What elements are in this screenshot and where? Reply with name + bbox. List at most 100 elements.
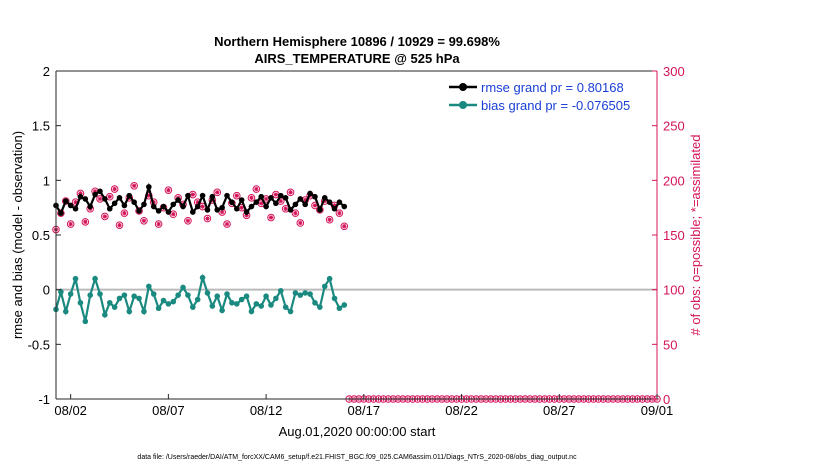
obs-assimilated-marker: [342, 224, 347, 229]
bias-point: [282, 304, 289, 310]
y2-tick-label: 0: [663, 392, 670, 407]
obs-assimilated-marker: [102, 214, 108, 219]
obs-assimilated-marker: [83, 219, 88, 225]
rmse-point: [214, 207, 221, 213]
bias-point: [297, 292, 304, 298]
bias-point: [67, 291, 74, 297]
bias-point: [253, 301, 260, 307]
y-axis-label: rmse and bias (model - observation): [10, 131, 25, 339]
obs-assimilated-marker: [73, 200, 78, 205]
legend-bias-marker: [459, 101, 467, 109]
y2-tick-label: 200: [663, 173, 685, 188]
bias-point: [131, 293, 137, 300]
rmse-point: [238, 197, 245, 203]
bias-point: [62, 308, 69, 315]
rmse-point: [126, 192, 133, 199]
rmse-point: [233, 205, 240, 212]
obs-possible-marker: [164, 186, 173, 194]
plot-background: [56, 71, 657, 399]
bias-point: [307, 291, 313, 297]
legend-rmse-label: rmse grand pr = 0.80168: [481, 80, 624, 95]
bias-point: [126, 308, 133, 315]
rmse-point: [185, 192, 191, 199]
rmse-point: [273, 200, 279, 207]
obs-assimilated-marker: [283, 206, 288, 211]
obs-possible-marker: [340, 222, 349, 231]
rmse-point: [248, 203, 255, 210]
obs-assimilated-marker: [332, 203, 337, 208]
rmse-point: [180, 203, 186, 210]
rmse-point: [150, 203, 157, 210]
obs-assimilated-marker: [210, 197, 215, 203]
rmse-point: [97, 188, 103, 195]
obs-possible-marker: [286, 188, 295, 197]
rmse-point: [331, 205, 338, 212]
y-tick-label: -1: [38, 392, 50, 407]
rmse-point: [297, 196, 304, 202]
y2-tick-label: 150: [663, 228, 685, 243]
rmse-point: [302, 201, 308, 208]
bias-point: [321, 283, 328, 290]
plot-area: [56, 71, 657, 399]
y-tick-label: 1: [43, 173, 50, 188]
obs-assimilated-marker: [205, 216, 210, 221]
obs-possible-marker: [247, 194, 256, 202]
rmse-point: [243, 209, 250, 215]
y2-tick-label: 300: [663, 64, 685, 79]
bias-point: [199, 274, 206, 281]
bias-point: [302, 290, 308, 296]
obs-assimilated-marker: [78, 191, 83, 196]
bias-point: [170, 298, 177, 305]
bias-point: [287, 308, 294, 315]
bias-point: [317, 304, 323, 310]
obs-possible-marker: [203, 214, 212, 223]
y-tick-label: 0: [43, 283, 50, 298]
rmse-point: [307, 190, 313, 197]
bias-point: [72, 275, 79, 282]
bias-point: [185, 292, 191, 298]
rmse-point: [116, 195, 123, 201]
bias-point: [214, 293, 221, 300]
obs-possible-marker: [130, 182, 138, 190]
obs-assimilated-marker: [312, 203, 318, 208]
rmse-point: [62, 198, 69, 204]
obs-assimilated-marker: [244, 213, 249, 218]
bias-point: [141, 308, 147, 315]
obs-assimilated-marker: [263, 196, 269, 202]
obs-possible-marker: [267, 213, 275, 222]
bias-point: [233, 301, 240, 307]
obs-assimilated-marker: [112, 186, 117, 192]
obs-assimilated-marker: [156, 221, 161, 227]
y-tick-label: 2: [43, 64, 50, 79]
obs-assimilated-marker: [327, 217, 332, 222]
bias-point: [165, 301, 172, 307]
rmse-point: [160, 203, 167, 210]
rmse-point: [146, 184, 152, 190]
obs-assimilated-marker: [293, 210, 298, 216]
obs-assimilated-marker: [278, 198, 283, 204]
obs-assimilated-marker: [224, 221, 230, 227]
rmse-point: [102, 196, 108, 202]
obs-assimilated-marker: [219, 209, 225, 215]
y-tick-label: 1.5: [32, 119, 50, 134]
obs-assimilated-marker: [337, 210, 342, 216]
rmse-point: [326, 199, 333, 205]
obs-assimilated-marker: [190, 192, 196, 197]
obs-assimilated-marker: [273, 192, 279, 197]
rmse-point: [121, 202, 128, 209]
x-tick-label: 08/17: [348, 403, 381, 418]
rmse-point: [321, 195, 328, 201]
obs-assimilated-marker: [195, 200, 200, 205]
bias-point: [263, 293, 269, 300]
rmse-point: [292, 201, 299, 208]
rmse-point: [277, 192, 284, 199]
obs-possible-marker: [184, 216, 192, 225]
rmse-point: [317, 207, 323, 213]
legend-bias-label: bias grand pr = -0.076505: [481, 98, 630, 113]
obs-possible-marker: [66, 220, 75, 228]
rmse-point: [341, 203, 348, 210]
obs-assimilated-marker: [97, 196, 103, 202]
rmse-point: [199, 192, 206, 199]
obs-assimilated-marker: [166, 187, 171, 193]
rmse-point: [82, 196, 89, 202]
